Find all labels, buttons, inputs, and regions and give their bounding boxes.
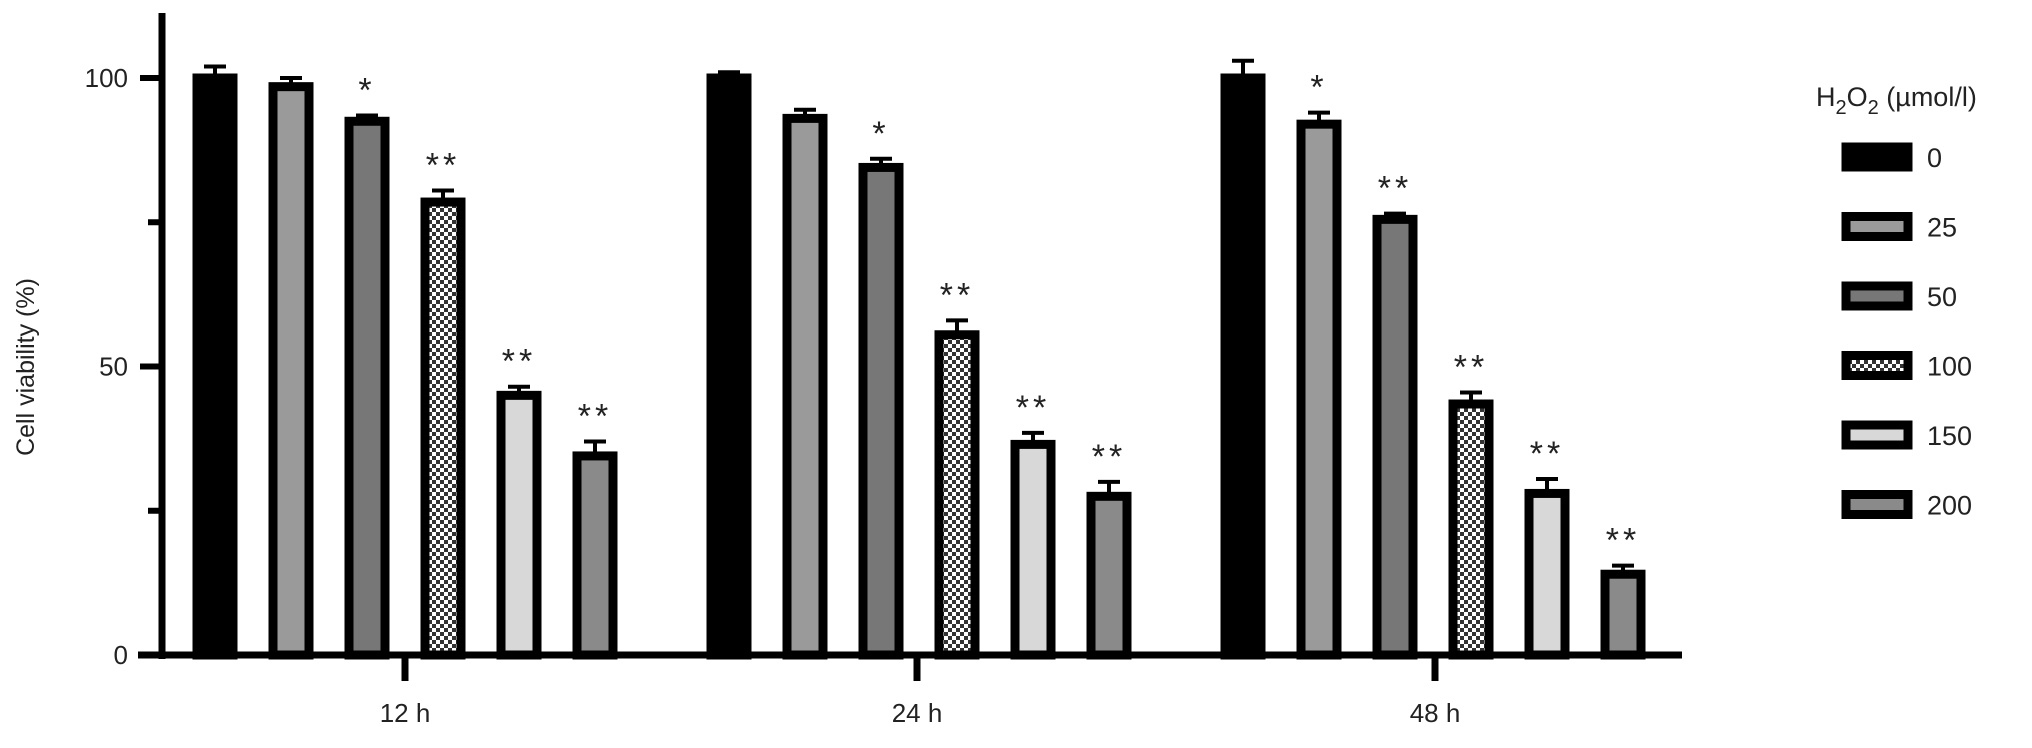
significance-marker: ** — [1454, 348, 1488, 386]
significance-marker: ** — [502, 343, 536, 381]
legend-label: 50 — [1927, 282, 1957, 312]
bar-24h-50 — [858, 162, 904, 660]
bar-12h-100 — [420, 197, 466, 660]
bar-24h-200 — [1086, 491, 1132, 660]
significance-marker: ** — [1016, 389, 1050, 427]
significance-marker: * — [358, 72, 375, 110]
significance-marker: ** — [426, 147, 460, 185]
significance-marker: ** — [1092, 438, 1126, 476]
significance-marker: * — [1310, 69, 1327, 107]
legend-label: 0 — [1927, 143, 1942, 173]
legend-swatch-50 — [1841, 281, 1913, 311]
significance-marker: ** — [940, 276, 974, 314]
x-tick-label: 48 h — [1410, 698, 1461, 728]
legend-label: 200 — [1927, 491, 1972, 521]
bar-48h-0 — [1220, 73, 1266, 660]
y-axis-label: Cell viability (%) — [12, 278, 40, 456]
significance-marker: ** — [1530, 435, 1564, 473]
legend: H2O2 (µmol/l) 0 25 50 100 150 200 — [1816, 82, 1977, 521]
y-tick-label: 100 — [85, 63, 128, 93]
bar-48h-100 — [1448, 399, 1494, 660]
legend-title: H2O2 (µmol/l) — [1816, 82, 1977, 119]
legend-swatch-150 — [1841, 420, 1913, 450]
x-tick-label: 24 h — [892, 698, 943, 728]
significance-marker: * — [872, 115, 889, 153]
bar-48h-50 — [1372, 214, 1418, 660]
y-tick-label: 50 — [99, 352, 128, 382]
bar-48h-25 — [1296, 119, 1342, 660]
bar-12h-200 — [572, 451, 618, 660]
legend-label: 100 — [1927, 352, 1972, 382]
bar-24h-25 — [782, 113, 828, 660]
significance-marker: ** — [578, 398, 612, 436]
legend-swatch-100 — [1841, 351, 1913, 380]
legend-swatch-25 — [1841, 212, 1913, 241]
bar-24h-0 — [706, 73, 752, 660]
legend-swatch-200 — [1841, 490, 1913, 519]
legend-label: 150 — [1927, 421, 1972, 451]
y-tick-label: 0 — [114, 640, 128, 670]
legend-swatch-0 — [1841, 142, 1913, 172]
axes: 0 50 100 12 h 24 h 48 h — [85, 13, 1682, 728]
legend-label: 25 — [1927, 213, 1957, 243]
bar-48h-200 — [1600, 569, 1646, 660]
bar-24h-150 — [1010, 439, 1056, 660]
x-tick-label: 12 h — [380, 698, 431, 728]
bar-24h-100 — [934, 330, 980, 660]
bar-12h-0 — [192, 73, 238, 660]
bar-12h-50 — [344, 116, 390, 660]
bar-12h-25 — [268, 82, 314, 660]
significance-marker: ** — [1606, 522, 1640, 560]
significance-marker: ** — [1378, 170, 1412, 208]
bar-12h-150 — [496, 390, 542, 660]
bars: *********************** — [192, 58, 1646, 660]
bar-48h-150 — [1524, 488, 1570, 660]
